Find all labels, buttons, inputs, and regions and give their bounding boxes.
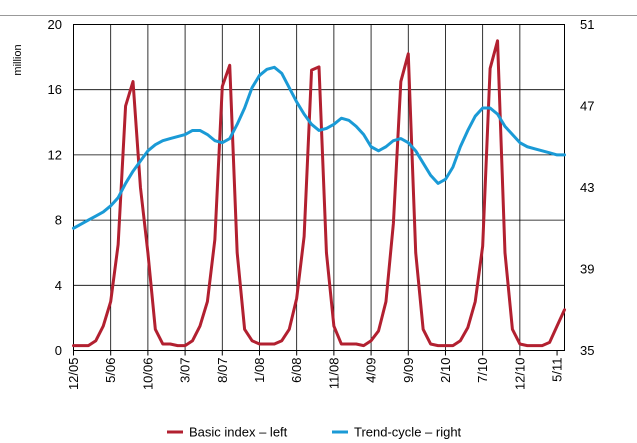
left-tick-label: 4: [55, 278, 62, 293]
x-tick-label: 4/09: [364, 358, 379, 383]
left-tick-label: 0: [55, 343, 62, 358]
series-line-trend-cycle: [72, 65, 566, 230]
series-line-basic-index: [72, 39, 566, 348]
legend-label-trend-cycle: Trend-cycle – right: [354, 425, 462, 440]
left-tick-label: 8: [55, 213, 62, 228]
x-tick-label: 10/06: [140, 358, 155, 391]
left-tick-label: 20: [48, 17, 62, 32]
right-tick-label: 43: [580, 180, 594, 195]
x-tick-label: 12/05: [66, 358, 81, 391]
left-tick-label: 16: [48, 82, 62, 97]
left-axis-unit: million: [12, 44, 24, 75]
left-axis: 0 4 8 12 16 20: [48, 17, 62, 358]
x-tick-label: 7/10: [475, 357, 490, 382]
left-tick-label: 12: [48, 147, 62, 162]
x-tick-label: 12/10: [512, 358, 527, 391]
x-tick-label: 9/09: [401, 358, 416, 383]
right-axis: 35 39 43 47 51: [580, 17, 594, 358]
right-tick-label: 39: [580, 262, 594, 277]
right-tick-label: 35: [580, 343, 594, 358]
x-tick-label: 1/08: [252, 358, 267, 383]
x-tick-label: 2/10: [438, 358, 453, 383]
x-tick-label: 3/07: [178, 358, 193, 383]
right-tick-label: 47: [580, 99, 594, 114]
x-tick-label: 6/08: [289, 358, 304, 383]
x-tick-label: 5/06: [103, 358, 118, 383]
x-tick-label: 5/11: [550, 358, 565, 382]
x-axis: 12/05 5/06 10/06 3/07 8/07 1/08 6/08 11/08 4/09 9…: [66, 350, 565, 391]
legend: Basic index – left Trend-cycle – right: [167, 425, 462, 440]
right-tick-label: 51: [580, 17, 594, 32]
series-layer: [72, 39, 566, 348]
legend-label-basic-index: Basic index – left: [189, 425, 288, 440]
x-tick-label: 11/08: [326, 358, 341, 390]
x-tick-label: 8/07: [215, 358, 230, 383]
plot-area: [73, 24, 565, 351]
